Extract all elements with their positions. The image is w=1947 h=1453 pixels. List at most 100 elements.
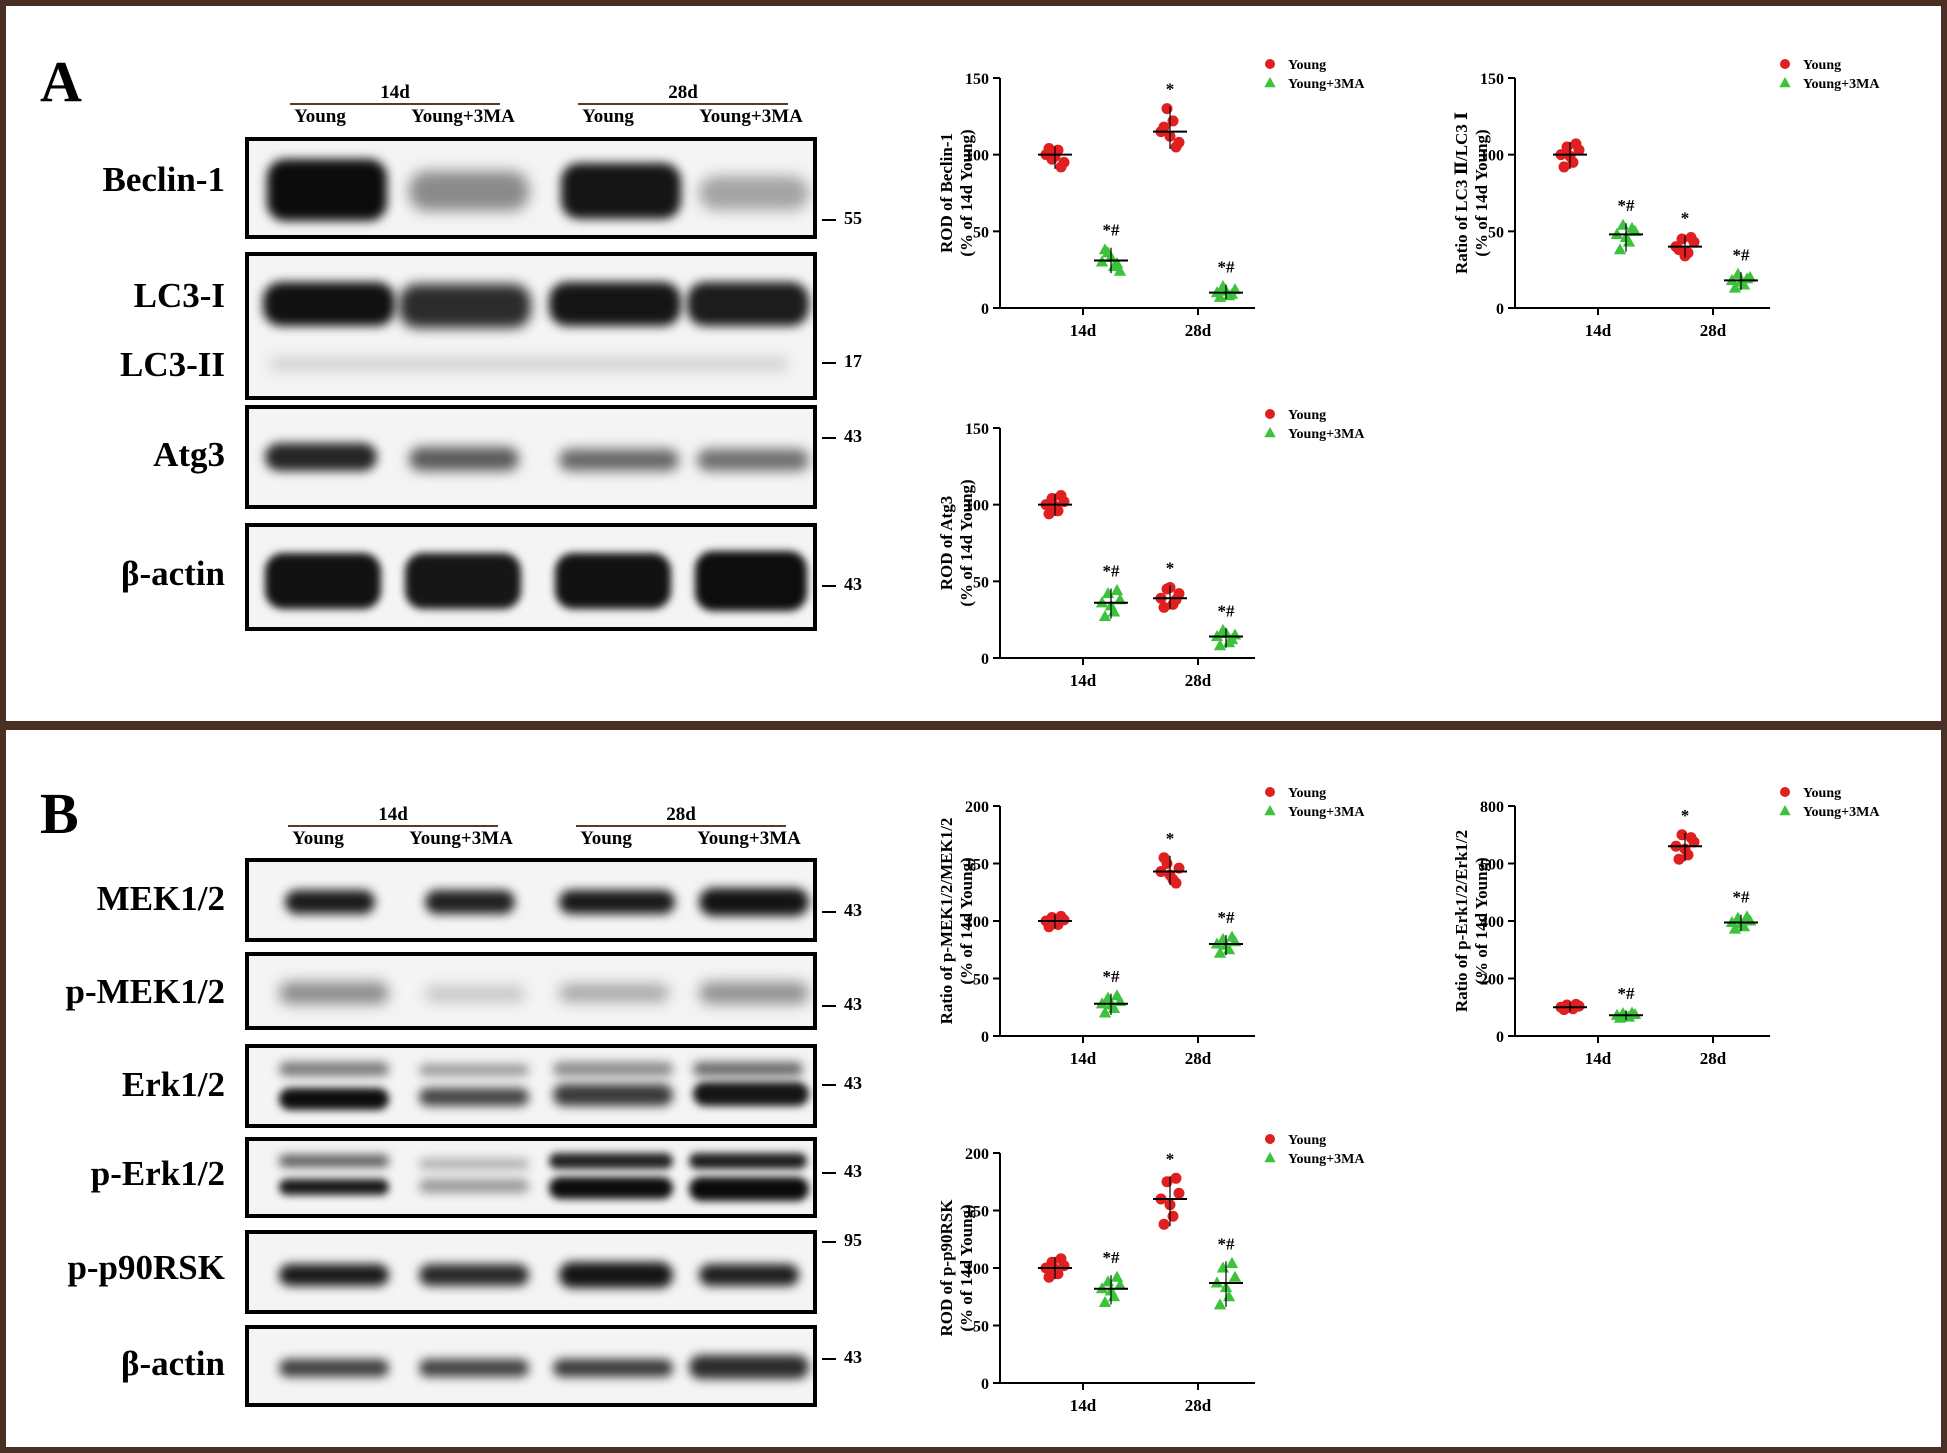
y-tick-label: 0 (981, 1376, 989, 1393)
lane-label: Young (292, 828, 344, 849)
legend-marker (1265, 787, 1275, 797)
legend-label: Young+3MA (1803, 77, 1880, 92)
y-tick-label: 150 (965, 71, 989, 88)
y-tick-label: 50 (973, 224, 989, 241)
mw-tick (822, 1172, 836, 1174)
mw-tick (822, 1084, 836, 1086)
chart-beclin-1: 0 50 100 150 ROD of Beclin-1(% of 14d Young)… (937, 58, 1365, 340)
protein-label: MEK1/2 (96, 879, 225, 918)
significance-label: *# (1218, 1234, 1236, 1253)
data-point (1728, 281, 1742, 293)
data-point (1170, 594, 1182, 606)
mw-tick (822, 219, 836, 221)
blot-p-p90rsk (245, 1230, 817, 1314)
chart-p-p90rsk: 0 50 100 150 200 ROD of p-p90RSK(% of 14d You… (937, 1133, 1365, 1415)
lane-label: Young+3MA (697, 828, 801, 849)
y-tick-label: 0 (981, 301, 989, 318)
band (285, 890, 375, 914)
band (269, 356, 789, 372)
band (419, 1179, 529, 1193)
legend-label: Young+3MA (1288, 77, 1365, 92)
significance-label: *# (1618, 196, 1636, 215)
y-axis-label: ROD of Atg3(% of 14d Young) (937, 479, 976, 606)
mw-tick (822, 585, 836, 587)
blot-beta-actin (245, 523, 817, 631)
band (425, 890, 515, 914)
protein-label: Atg3 (153, 435, 225, 474)
y-tick-label: 100 (965, 498, 989, 515)
y-tick-label: 50 (973, 574, 989, 591)
y-axis-label: Ratio of p-Erk1/2/Erk1/2(% of 14d Young) (1452, 830, 1491, 1012)
y-tick-label: 150 (965, 421, 989, 438)
x-tick-label: 28d (1185, 1396, 1212, 1415)
significance-label: *# (1103, 562, 1121, 581)
y-tick-label: 200 (1480, 972, 1504, 989)
x-tick-label: 14d (1585, 1049, 1612, 1068)
significance-label: *# (1103, 967, 1121, 986)
band (425, 986, 525, 1002)
band (555, 553, 671, 609)
data-point (1213, 639, 1227, 651)
data-point (1731, 267, 1745, 279)
band (549, 1177, 673, 1199)
y-axis-label: ROD of Beclin-1(% of 14d Young) (937, 129, 976, 256)
band (699, 1264, 799, 1286)
data-point (1113, 1278, 1127, 1290)
band (689, 1153, 807, 1169)
significance-label: * (1681, 806, 1690, 825)
data-point (1625, 221, 1639, 233)
mw-tick (822, 911, 836, 913)
mw-marker: 43 (844, 994, 862, 1014)
legend-marker (1264, 1152, 1276, 1163)
band (419, 1159, 529, 1169)
band (561, 163, 681, 219)
panel-divider (0, 721, 1947, 730)
x-tick-label: 14d (1070, 671, 1097, 690)
y-tick-label: 100 (965, 1261, 989, 1278)
band (687, 282, 809, 326)
legend-label: Young+3MA (1288, 805, 1365, 820)
lane-label: Young+3MA (409, 828, 513, 849)
significance-label: * (1166, 558, 1175, 577)
significance-label: *# (1103, 1248, 1121, 1267)
band (419, 1359, 529, 1377)
data-point (1558, 161, 1570, 173)
mw-tick (822, 1358, 836, 1360)
y-tick-label: 100 (965, 914, 989, 931)
y-tick-label: 400 (1480, 914, 1504, 931)
y-tick-label: 150 (965, 1204, 989, 1221)
protein-label: p-Erk1/2 (90, 1154, 225, 1193)
legend-label: Young (1288, 786, 1326, 801)
mw-tick (822, 362, 836, 364)
x-tick-label: 14d (1070, 1396, 1097, 1415)
mw-marker: 43 (844, 900, 862, 920)
data-point (1043, 508, 1055, 520)
band (699, 982, 809, 1004)
data-point (1167, 115, 1179, 127)
data-point (1685, 832, 1697, 844)
legend-label: Young (1803, 786, 1841, 801)
data-point (1098, 610, 1112, 622)
band (409, 171, 529, 211)
data-point (1043, 143, 1055, 155)
y-tick-label: 50 (973, 972, 989, 989)
mw-tick (822, 1241, 836, 1243)
band (699, 888, 809, 916)
data-point (1228, 1270, 1242, 1282)
band (695, 551, 807, 611)
mw-tick (822, 1005, 836, 1007)
data-point (1055, 1253, 1067, 1265)
x-tick-label: 28d (1185, 671, 1212, 690)
y-tick-label: 200 (965, 1146, 989, 1163)
y-tick-label: 100 (1480, 148, 1504, 165)
group-line-14d (290, 103, 500, 105)
band (279, 982, 389, 1004)
legend-marker (1264, 805, 1276, 816)
significance-label: *# (1218, 601, 1236, 620)
data-point (1225, 633, 1239, 645)
data-point (1161, 103, 1173, 115)
significance-label: *# (1218, 258, 1236, 277)
band (689, 1177, 809, 1201)
legend-label: Young (1288, 408, 1326, 423)
significance-label: *# (1618, 984, 1636, 1003)
